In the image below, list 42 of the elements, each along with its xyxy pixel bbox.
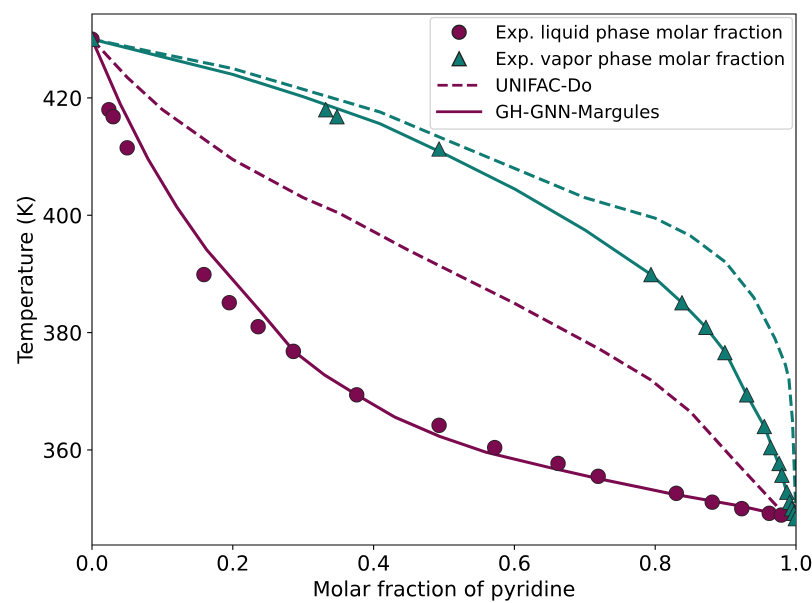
y-axis-title: Temperature (K) [16, 197, 37, 364]
point [643, 266, 659, 282]
y-tick-label: 380 [44, 325, 81, 341]
point [431, 141, 447, 157]
point [196, 266, 212, 282]
x-tick-label: 0.8 [640, 555, 670, 571]
point [119, 140, 135, 156]
legend-label: Exp. liquid phase molar fraction [497, 24, 782, 42]
y-tick-label: 360 [44, 442, 81, 458]
point [762, 440, 778, 456]
point [734, 500, 750, 516]
point [105, 108, 121, 124]
point [349, 387, 364, 402]
y-tick-label: 400 [44, 208, 81, 224]
x-tick-label: 0.4 [358, 555, 389, 571]
x-tick-label: 0.6 [499, 555, 530, 571]
legend-label: UNIFAC-Do [496, 78, 592, 92]
x-axis-title: Molar fraction of pyridine [314, 580, 574, 601]
point [318, 102, 334, 118]
point [222, 294, 237, 310]
point [756, 418, 772, 434]
point [486, 440, 502, 456]
point [329, 108, 345, 124]
point [717, 344, 733, 360]
point [771, 456, 787, 472]
x-tick-label: 0.0 [76, 555, 108, 571]
point [674, 294, 690, 310]
x-tick-label: 1.0 [782, 555, 812, 571]
legend-label: Exp. vapor phase molar fraction [497, 51, 784, 69]
y-tick-label: 420 [44, 90, 81, 106]
point [774, 467, 790, 483]
point [668, 486, 684, 502]
point [590, 468, 606, 484]
point [286, 344, 302, 360]
point [550, 456, 566, 472]
legend-label: GH-GNN-Margules [496, 104, 659, 122]
point [704, 494, 720, 510]
point [431, 418, 447, 434]
x-tick-label: 0.2 [218, 555, 248, 571]
point [739, 387, 754, 402]
point [250, 319, 266, 334]
point [698, 320, 714, 336]
